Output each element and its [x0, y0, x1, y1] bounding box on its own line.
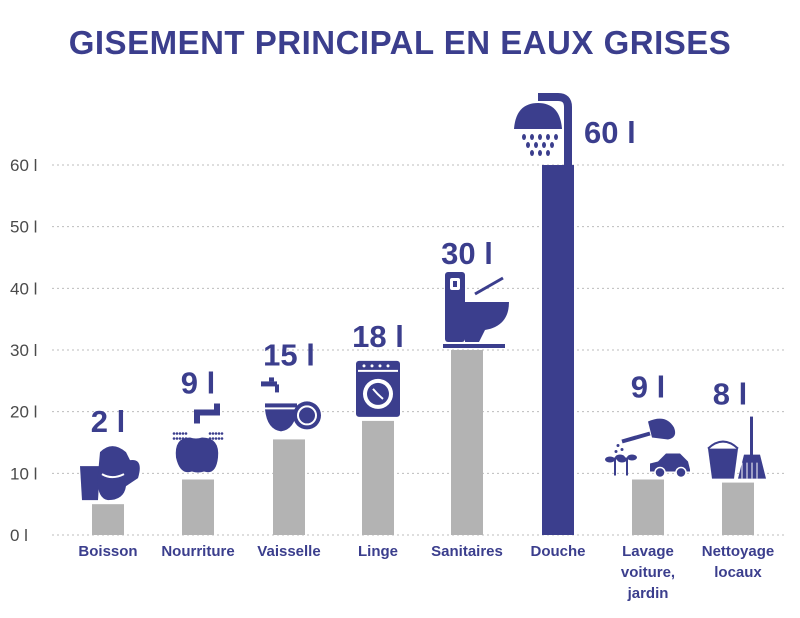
y-tick-label: 0 l	[10, 526, 28, 545]
x-tick-label: Nettoyage	[702, 543, 775, 560]
x-axis: Boisson Nourriture Vaisselle Linge Sanitaire…	[78, 543, 774, 602]
bar	[92, 504, 124, 535]
x-tick-label: jardin	[627, 585, 669, 602]
bar	[362, 420, 394, 535]
washing-machine-icon	[356, 360, 400, 417]
value-label: 15 l	[263, 337, 315, 372]
y-tick-label: 60 l	[10, 156, 37, 175]
bar	[451, 350, 483, 535]
value-label: 18 l	[352, 319, 404, 354]
shower-icon	[514, 93, 572, 165]
x-tick-label: Nourriture	[161, 543, 234, 560]
bars	[92, 165, 754, 535]
y-tick-label: 10 l	[10, 464, 37, 483]
icons	[80, 93, 766, 501]
x-tick-label: Vaisselle	[257, 543, 320, 560]
y-tick-label: 20 l	[10, 403, 37, 422]
bar	[273, 439, 305, 535]
chart-title: GISEMENT PRINCIPAL EN EAUX GRISES	[68, 24, 732, 61]
y-tick-label: 40 l	[10, 279, 37, 298]
apple-tap-icon	[172, 403, 224, 473]
dishes-tap-icon	[261, 377, 321, 432]
x-tick-label: locaux	[714, 564, 762, 581]
bucket-broom-icon	[707, 416, 766, 479]
x-tick-label: Douche	[530, 543, 585, 560]
value-label: 8 l	[713, 377, 747, 412]
value-label: 2 l	[91, 404, 125, 439]
y-tick-label: 30 l	[10, 341, 37, 360]
x-tick-label: Lavage	[622, 543, 674, 560]
value-label: 30 l	[441, 236, 493, 271]
x-tick-label: Linge	[358, 543, 398, 560]
x-tick-label: voiture,	[621, 564, 675, 581]
x-tick-label: Boisson	[78, 543, 137, 560]
value-label: 60 l	[584, 115, 636, 150]
value-labels: 2 l 9 l 15 l 18 l 30 l 60 l 9 l 8 l	[91, 115, 747, 439]
value-label: 9 l	[631, 370, 665, 405]
value-label: 9 l	[181, 366, 215, 401]
gridlines	[52, 164, 785, 536]
car-watering-can-icon	[605, 418, 690, 479]
bar	[632, 479, 664, 535]
pitcher-glass-icon	[80, 446, 140, 501]
bar	[542, 165, 574, 535]
bar	[722, 482, 754, 535]
toilet-icon	[443, 272, 509, 348]
y-tick-label: 50 l	[10, 218, 37, 237]
y-axis: 0 l 10 l 20 l 30 l 40 l 50 l 60 l	[10, 156, 37, 545]
x-tick-label: Sanitaires	[431, 543, 503, 560]
bar	[182, 479, 214, 535]
